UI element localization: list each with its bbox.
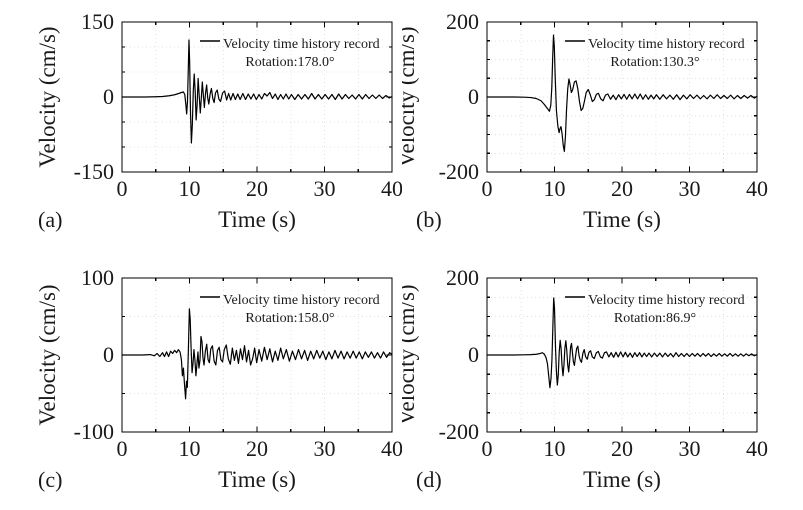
x-tick-label: 20 xyxy=(611,436,633,461)
x-tick-label: 30 xyxy=(679,176,701,201)
x-tick-label: 30 xyxy=(314,176,336,201)
legend-series-label: Velocity time history record xyxy=(223,37,380,52)
panel-label: (d) xyxy=(416,467,442,492)
legend-rotation-label: Rotation:158.0° xyxy=(245,311,334,326)
x-axis-label: Time (s) xyxy=(583,207,661,232)
legend-series-label: Velocity time history record xyxy=(588,37,745,52)
x-tick-label: 40 xyxy=(381,176,402,201)
panel-label: (c) xyxy=(38,467,62,492)
x-tick-label: 20 xyxy=(246,436,268,461)
velocity-trace xyxy=(486,34,758,152)
x-tick-label: 40 xyxy=(746,176,768,201)
x-tick-label: 0 xyxy=(482,176,493,201)
y-tick-label: 200 xyxy=(446,9,479,34)
y-tick-label: -100 xyxy=(74,419,114,444)
legend-series-label: Velocity time history record xyxy=(223,293,380,308)
legend-series-label: Velocity time history record xyxy=(588,293,745,308)
x-axis-label: Time (s) xyxy=(218,467,296,492)
y-axis-label: Velocity (cm/s) xyxy=(402,26,419,167)
x-tick-label: 0 xyxy=(117,176,128,201)
x-tick-label: 20 xyxy=(611,176,633,201)
y-axis-label: Velocity (cm/s) xyxy=(35,284,60,425)
y-axis-label: Velocity (cm/s) xyxy=(402,284,419,425)
legend-rotation-label: Rotation:178.0° xyxy=(245,55,334,70)
y-tick-label: 0 xyxy=(103,84,114,109)
x-tick-label: 0 xyxy=(482,436,493,461)
x-axis-label: Time (s) xyxy=(218,207,296,232)
y-tick-label: 0 xyxy=(103,342,114,367)
legend-rotation-label: Rotation:130.3° xyxy=(610,55,699,70)
y-axis-label: Velocity (cm/s) xyxy=(35,26,60,167)
y-tick-label: 100 xyxy=(81,265,114,290)
panel-label: (a) xyxy=(38,207,62,232)
x-tick-label: 40 xyxy=(746,436,768,461)
x-tick-label: 30 xyxy=(314,436,336,461)
y-tick-label: -200 xyxy=(439,419,479,444)
velocity-trace xyxy=(121,308,393,400)
y-tick-label: -200 xyxy=(439,159,479,184)
y-tick-label: 0 xyxy=(468,84,479,109)
x-tick-label: 20 xyxy=(246,176,268,201)
x-tick-label: 10 xyxy=(179,436,201,461)
x-tick-label: 30 xyxy=(679,436,701,461)
y-tick-label: 150 xyxy=(81,9,114,34)
x-tick-label: 10 xyxy=(544,436,566,461)
x-tick-label: 10 xyxy=(179,176,201,201)
y-tick-label: 0 xyxy=(468,342,479,367)
y-tick-label: -150 xyxy=(74,159,114,184)
x-axis-label: Time (s) xyxy=(583,467,661,492)
legend-rotation-label: Rotation:86.9° xyxy=(614,311,696,326)
x-tick-label: 40 xyxy=(381,436,402,461)
y-tick-label: 200 xyxy=(446,265,479,290)
x-tick-label: 10 xyxy=(544,176,566,201)
panel-label: (b) xyxy=(416,207,442,232)
velocity-trace xyxy=(121,39,393,144)
x-tick-label: 0 xyxy=(117,436,128,461)
velocity-trace xyxy=(486,297,758,389)
